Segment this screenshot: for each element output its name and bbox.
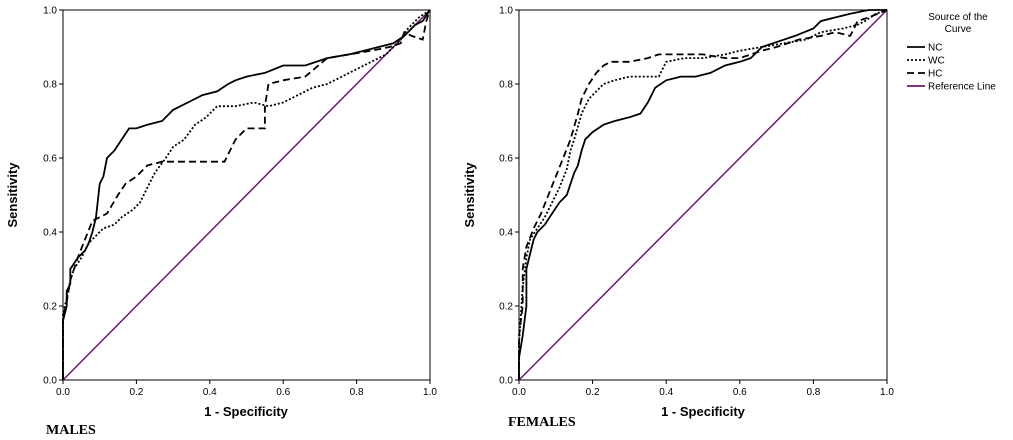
y-axis-title: Sensitivity	[462, 162, 477, 228]
series-layer	[518, 9, 888, 381]
y-tick-label: 1.0	[43, 6, 57, 17]
chart-panel-females: 0.0 0.2 0.4 0.6 0.8 1.0 0.0 0.2 0.4 0.6 0.8 1.0 1 -…	[462, 6, 894, 431]
y-tick-label: 0.4	[499, 228, 513, 239]
legend-title: Source of the	[928, 12, 988, 23]
y-tick-label: 0.8	[499, 80, 513, 91]
y-tick-label: 0.0	[499, 376, 513, 387]
y-tick-label: 0.4	[43, 228, 57, 239]
panel-label: MALES	[46, 423, 96, 438]
y-tick-label: 0.6	[43, 154, 57, 165]
chart-panel-males: 0.0 0.2 0.4 0.6 0.8 1.0 0.0 0.2 0.4 0.6 0.8 1.0 1 -…	[5, 6, 437, 439]
x-tick-label: 0.6	[276, 387, 290, 398]
legend: Source of the Curve NC WC HC Reference Line	[907, 12, 996, 93]
x-tick-label: 0.6	[733, 387, 747, 398]
x-tick-label: 1.0	[423, 387, 437, 398]
series-line-hc	[518, 9, 888, 380]
x-tick-label: 0.8	[350, 387, 364, 398]
panel-label: FEMALES	[508, 415, 576, 430]
x-tick-label: 0.0	[56, 387, 70, 398]
reference-line	[62, 9, 431, 381]
series-line-nc	[518, 9, 887, 380]
y-tick-label: 0.6	[499, 154, 513, 165]
plot-frame	[518, 9, 888, 381]
y-tick-label: 0.2	[43, 302, 57, 313]
y-tick-label: 1.0	[499, 6, 513, 17]
series-line-hc	[62, 9, 431, 380]
x-tick-label: 0.4	[203, 387, 217, 398]
series-layer	[62, 9, 431, 381]
x-axis-title: 1 - Specificity	[661, 404, 746, 419]
x-tick-label: 0.4	[659, 387, 673, 398]
legend-items: NC WC HC Reference Line	[907, 43, 996, 93]
x-tick-label: 1.0	[880, 387, 894, 398]
x-axis-title: 1 - Specificity	[204, 404, 289, 419]
legend-label-nc: NC	[928, 43, 942, 54]
x-tick-label: 0.2	[129, 387, 143, 398]
legend-label-reference-line: Reference Line	[928, 82, 996, 93]
y-axis-title: Sensitivity	[5, 162, 20, 228]
y-tick-label: 0.2	[499, 302, 513, 313]
axis-ticks: 0.0 0.2 0.4 0.6 0.8 1.0 0.0 0.2 0.4 0.6 0.8 1.0	[43, 6, 437, 399]
reference-line	[518, 9, 888, 381]
x-tick-label: 0.2	[586, 387, 600, 398]
series-line-wc	[62, 9, 431, 380]
axis-ticks: 0.0 0.2 0.4 0.6 0.8 1.0 0.0 0.2 0.4 0.6 0.8 1.0	[499, 6, 894, 399]
y-tick-label: 0.8	[43, 80, 57, 91]
series-line-wc	[518, 9, 888, 380]
x-tick-label: 0.0	[512, 387, 526, 398]
legend-label-wc: WC	[928, 56, 945, 67]
legend-label-hc: HC	[928, 69, 942, 80]
legend-title: Curve	[945, 24, 972, 35]
y-tick-label: 0.0	[43, 376, 57, 387]
x-tick-label: 0.8	[806, 387, 820, 398]
plot-frame	[62, 9, 431, 381]
